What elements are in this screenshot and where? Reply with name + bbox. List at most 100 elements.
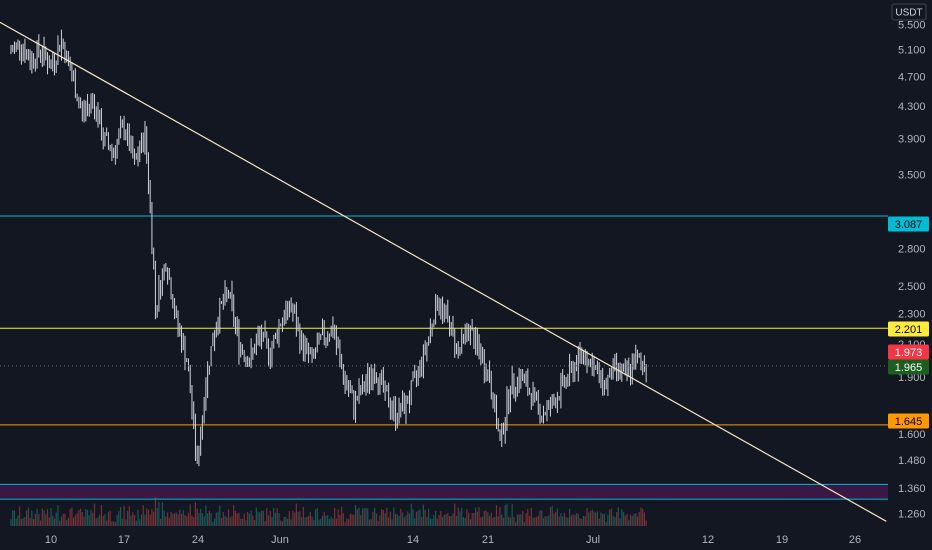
volume-bar bbox=[422, 504, 425, 526]
volume-bar bbox=[445, 514, 447, 526]
volume-bar bbox=[360, 515, 362, 526]
volume-bar bbox=[457, 507, 459, 526]
volume-bar bbox=[563, 512, 565, 526]
volume-bar bbox=[382, 510, 384, 526]
volume-bar bbox=[339, 514, 341, 526]
time-tick-label: 21 bbox=[482, 534, 494, 546]
volume-bar bbox=[27, 507, 29, 526]
volume-bar bbox=[90, 509, 92, 526]
price-tick-label: 1.900 bbox=[898, 372, 926, 384]
volume-bar bbox=[254, 519, 256, 526]
volume-bar bbox=[330, 516, 332, 526]
volume-bar bbox=[518, 514, 520, 526]
volume-bar bbox=[128, 506, 130, 526]
volume-bar bbox=[396, 514, 398, 526]
volume-bar bbox=[245, 520, 247, 526]
volume-bar bbox=[139, 519, 141, 526]
volume-bar bbox=[55, 512, 57, 526]
volume-bar bbox=[69, 509, 71, 526]
volume-bar bbox=[118, 511, 120, 526]
volume-bar bbox=[377, 520, 379, 526]
price-tag-label: 3.087 bbox=[895, 219, 923, 231]
volume-bar bbox=[314, 509, 317, 526]
volume-bar bbox=[180, 513, 183, 526]
volume-bar bbox=[603, 513, 606, 526]
time-tick-label: 17 bbox=[118, 534, 130, 546]
volume-bar bbox=[144, 514, 146, 526]
volume-bar bbox=[532, 517, 534, 526]
time-axis-background bbox=[0, 530, 932, 550]
volume-bar bbox=[283, 516, 285, 526]
price-tick-label: 3.500 bbox=[898, 169, 926, 181]
volume-bar bbox=[104, 514, 106, 526]
volume-bar bbox=[241, 518, 244, 526]
volume-bar bbox=[628, 520, 630, 526]
volume-bar bbox=[71, 507, 73, 526]
volume-bar bbox=[353, 514, 355, 526]
volume-bar bbox=[347, 519, 350, 526]
time-tick-label: 10 bbox=[45, 534, 57, 546]
volume-bar bbox=[187, 512, 190, 526]
volume-bar bbox=[375, 513, 378, 526]
volume-bar bbox=[300, 517, 303, 526]
volume-bar bbox=[570, 515, 572, 526]
volume-bar bbox=[553, 513, 555, 526]
volume-bar bbox=[238, 512, 240, 526]
volume-bar bbox=[262, 510, 264, 526]
time-tick-label: 26 bbox=[849, 534, 861, 546]
price-tag-label: 1.973 bbox=[895, 347, 923, 359]
volume-bar bbox=[481, 516, 484, 526]
volume-bar bbox=[285, 516, 287, 526]
volume-bar bbox=[74, 515, 76, 526]
volume-bar bbox=[229, 517, 231, 526]
volume-bar bbox=[508, 516, 510, 526]
volume-bar bbox=[311, 516, 313, 526]
volume-bar bbox=[475, 507, 477, 526]
volume-bar bbox=[335, 518, 338, 526]
volume-bar bbox=[516, 514, 518, 526]
volume-bar bbox=[497, 516, 499, 526]
volume-bar bbox=[476, 511, 478, 526]
volume-bar bbox=[527, 508, 529, 526]
volume-bar bbox=[126, 510, 129, 526]
volume-bar bbox=[297, 511, 299, 526]
volume-bar bbox=[572, 514, 574, 526]
price-tag bbox=[888, 216, 929, 232]
volume-bar bbox=[264, 521, 266, 526]
volume-bar bbox=[46, 509, 49, 526]
volume-bar bbox=[168, 518, 170, 526]
volume-bar bbox=[631, 516, 633, 526]
volume-bar bbox=[488, 515, 491, 526]
volume-bar bbox=[410, 503, 412, 526]
volume-bar bbox=[619, 518, 621, 526]
volume-bar bbox=[123, 506, 125, 526]
volume-bar bbox=[645, 520, 647, 526]
volume-bar bbox=[327, 515, 329, 526]
volume-bar bbox=[210, 513, 212, 526]
time-tick-label: 19 bbox=[776, 534, 788, 546]
volume-bar bbox=[201, 513, 204, 526]
volume-bar bbox=[166, 512, 169, 526]
volume-bar bbox=[391, 519, 393, 526]
volume-bar bbox=[149, 514, 151, 526]
volume-bar bbox=[306, 516, 308, 526]
volume-bar bbox=[629, 514, 632, 526]
volume-bar bbox=[483, 511, 485, 526]
volume-bar bbox=[60, 516, 63, 526]
volume-bar bbox=[555, 511, 557, 526]
volume-bar bbox=[495, 505, 498, 526]
volume-bar bbox=[97, 517, 99, 526]
volume-bar bbox=[523, 522, 525, 526]
volume-bar bbox=[541, 510, 543, 526]
volume-bar bbox=[260, 510, 263, 526]
volume-bar bbox=[473, 513, 475, 526]
volume-bar bbox=[574, 514, 576, 526]
volume-bar bbox=[66, 519, 68, 526]
volume-bar bbox=[436, 518, 438, 526]
volume-bar bbox=[259, 512, 261, 526]
volume-bar bbox=[10, 519, 12, 526]
volume-bar bbox=[313, 519, 315, 526]
volume-bar bbox=[535, 517, 538, 526]
volume-bar bbox=[12, 510, 14, 526]
